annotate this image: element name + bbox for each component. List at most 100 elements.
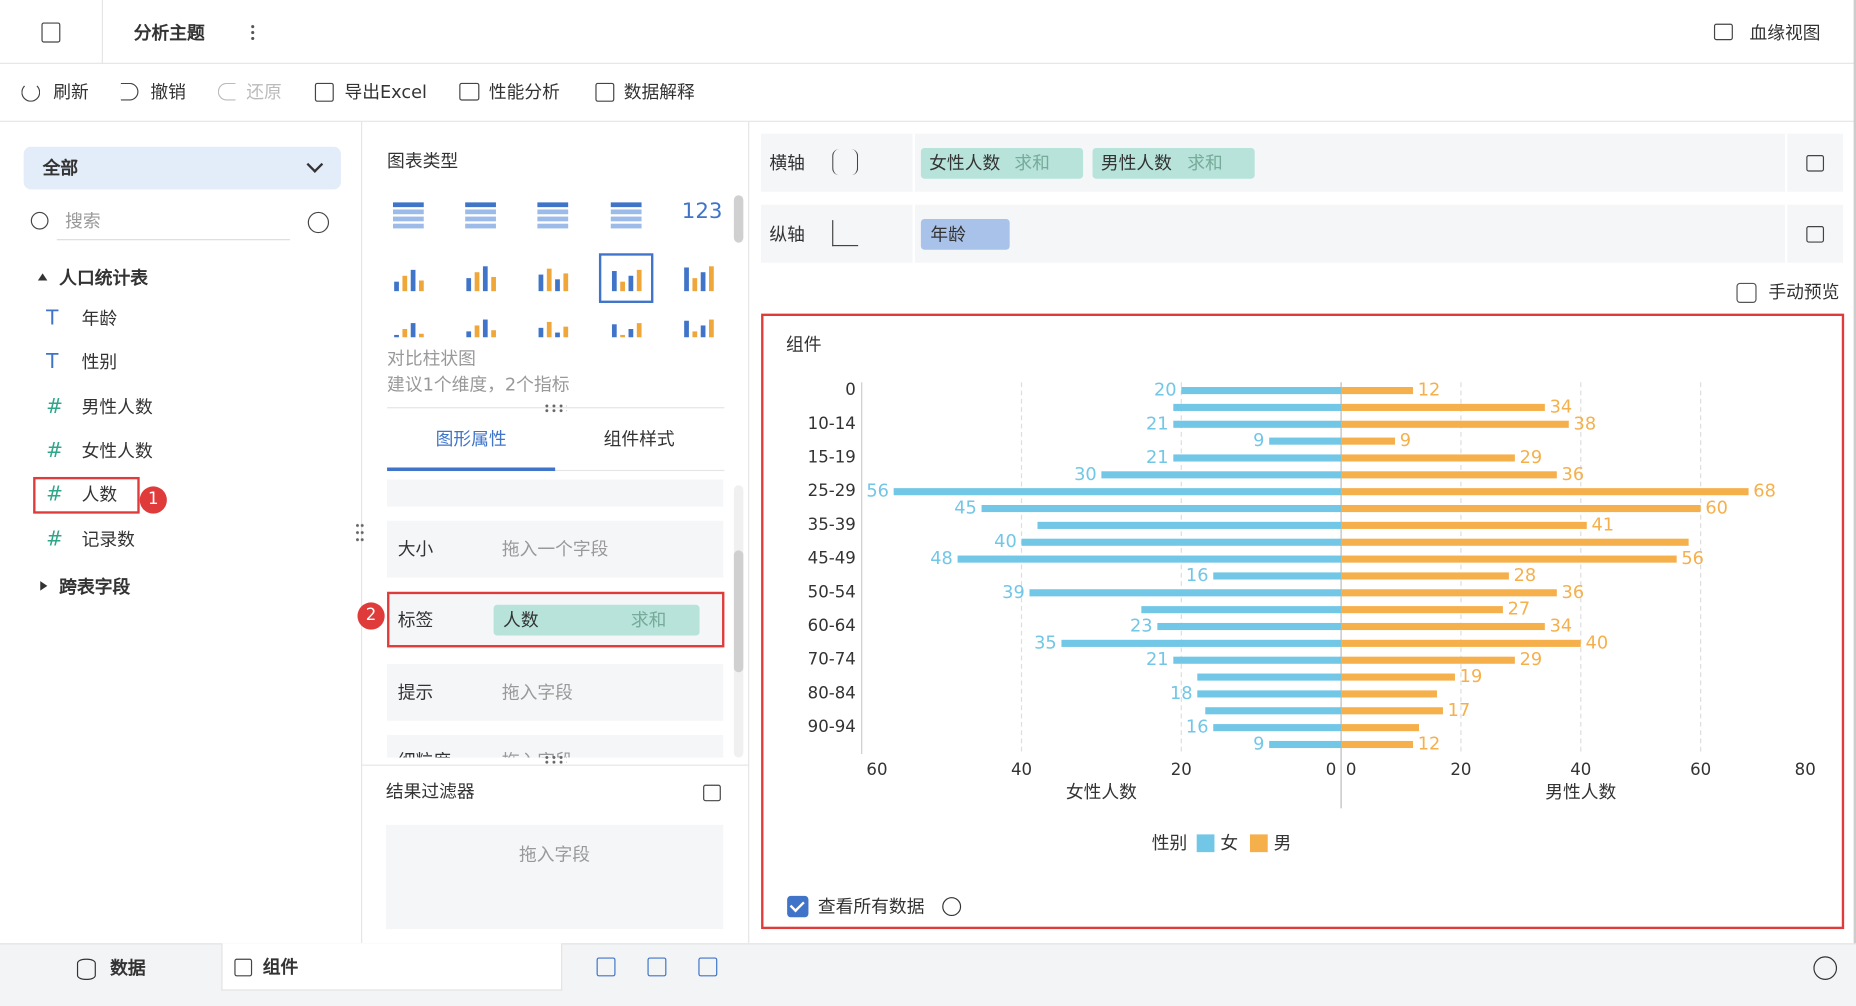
chart-type-icon[interactable]: [610, 202, 642, 229]
chart-type-icon[interactable]: [393, 318, 424, 338]
resize-handle[interactable]: [543, 403, 567, 414]
scrollbar[interactable]: [733, 195, 744, 243]
chart-type-icon[interactable]: [465, 318, 496, 338]
field-pill[interactable]: [920, 147, 1084, 179]
toolbar-button[interactable]: 数据解释: [623, 81, 695, 103]
checkbox[interactable]: [1736, 282, 1757, 303]
data-label: 28: [1514, 566, 1537, 586]
tab-active[interactable]: 图形属性: [435, 428, 507, 450]
field-pill[interactable]: [493, 604, 700, 636]
property-placeholder[interactable]: 拖入一个字段: [501, 538, 609, 560]
chart-type-icon[interactable]: [465, 202, 496, 229]
bar: [1173, 454, 1342, 462]
filter-button[interactable]: [307, 211, 330, 234]
more-button[interactable]: [250, 23, 255, 41]
property-row: [387, 663, 724, 721]
toolbar-button[interactable]: 性能分析: [488, 81, 560, 103]
axis-icon[interactable]: [832, 220, 859, 247]
field-name[interactable]: 女性人数: [81, 440, 153, 462]
scrollbar[interactable]: [733, 550, 744, 673]
y-tick-label: 80-84: [808, 683, 856, 702]
icon-part: [394, 281, 399, 292]
legend-label: 男: [1274, 834, 1292, 854]
property-row: [387, 520, 724, 578]
add-table-icon[interactable]: [596, 957, 616, 977]
expand-arrow[interactable]: [40, 581, 48, 591]
filter-icon[interactable]: [703, 784, 721, 802]
collapse-button[interactable]: [1813, 956, 1838, 980]
chart-type-icon[interactable]: [393, 265, 424, 292]
chart-type-icon[interactable]: [465, 265, 496, 292]
lineage-view[interactable]: 血缘视图: [1749, 22, 1821, 44]
bar: [1213, 724, 1342, 732]
data-label: 45: [954, 499, 977, 519]
icon-part: [537, 202, 569, 208]
axis-icon[interactable]: [832, 149, 859, 176]
property-placeholder[interactable]: 拖入字段: [502, 748, 573, 757]
shelf-label: 纵轴: [769, 223, 805, 245]
checkbox-checked[interactable]: [787, 895, 809, 918]
icon-part: [563, 273, 569, 292]
toolbar-button[interactable]: 还原: [246, 81, 282, 103]
field-name[interactable]: 人数: [81, 484, 118, 506]
field-name[interactable]: 年龄: [81, 307, 118, 330]
toolbar-button[interactable]: 导出Excel: [344, 81, 427, 103]
property-placeholder[interactable]: 拖入字段: [501, 681, 573, 704]
legend-title: 性别: [1152, 833, 1188, 854]
add-text-icon[interactable]: [698, 957, 718, 977]
chart-type-icon[interactable]: [537, 202, 569, 229]
expand-arrow[interactable]: [37, 273, 48, 281]
chart-type-icon[interactable]: [611, 318, 642, 338]
bar: [1341, 606, 1503, 614]
settings-icon[interactable]: [1806, 226, 1825, 243]
bottom-tab-active[interactable]: [221, 943, 563, 991]
field-type-icon: #: [46, 438, 64, 463]
search-input[interactable]: 搜索: [65, 210, 101, 232]
toolbar-button[interactable]: 刷新: [53, 81, 89, 103]
chart-type-icon[interactable]: [683, 265, 714, 292]
back-button[interactable]: [41, 22, 61, 43]
field-name[interactable]: 男性人数: [81, 396, 153, 418]
chart-type-icon[interactable]: [392, 202, 424, 229]
table-name[interactable]: 人口统计表: [59, 267, 148, 289]
data-label: 16: [1186, 566, 1209, 586]
bar: [1341, 673, 1455, 681]
info-icon[interactable]: [942, 897, 962, 917]
settings-icon[interactable]: [1806, 155, 1825, 172]
data-label: 40: [994, 532, 1017, 552]
field-pill[interactable]: [920, 218, 1010, 250]
data-label: 36: [1562, 465, 1585, 485]
chart-type-icon[interactable]: [537, 318, 569, 338]
x-tick-label: 60: [866, 760, 887, 779]
icon-part: [474, 272, 480, 292]
resize-handle[interactable]: [543, 755, 567, 765]
scope-select[interactable]: [23, 146, 341, 190]
icon-part: [628, 329, 634, 338]
bottom-tab[interactable]: 数据: [110, 957, 146, 979]
pill-aggregation: 求和: [1014, 152, 1050, 174]
add-layout-icon[interactable]: [647, 957, 667, 977]
field-name[interactable]: 性别: [81, 351, 118, 374]
chart-type-icon[interactable]: 123: [681, 198, 723, 224]
toolbar-button[interactable]: 撤销: [150, 81, 186, 103]
chart-type-icon[interactable]: [598, 253, 654, 303]
filter-drop[interactable]: [385, 824, 724, 930]
field-name[interactable]: 记录数: [81, 528, 135, 550]
field-pill[interactable]: [1092, 147, 1255, 179]
bar: [1341, 387, 1414, 395]
view-all-data: 查看所有数据: [817, 895, 925, 918]
y-tick-label: 45-49: [808, 549, 856, 568]
bar: [957, 555, 1342, 563]
tab[interactable]: 组件样式: [603, 428, 675, 450]
cross-table[interactable]: 跨表字段: [59, 576, 131, 598]
chart-type-icon[interactable]: [537, 265, 569, 292]
resize-handle[interactable]: [355, 521, 365, 544]
highlight-box: [387, 591, 725, 648]
data-label: 30: [1074, 465, 1097, 485]
property-row: [387, 479, 724, 507]
bar: [893, 488, 1342, 496]
chart-type-icon[interactable]: [683, 318, 714, 338]
bar: [1061, 639, 1342, 647]
bar: [1269, 437, 1342, 445]
legend-label: 女: [1220, 833, 1238, 854]
